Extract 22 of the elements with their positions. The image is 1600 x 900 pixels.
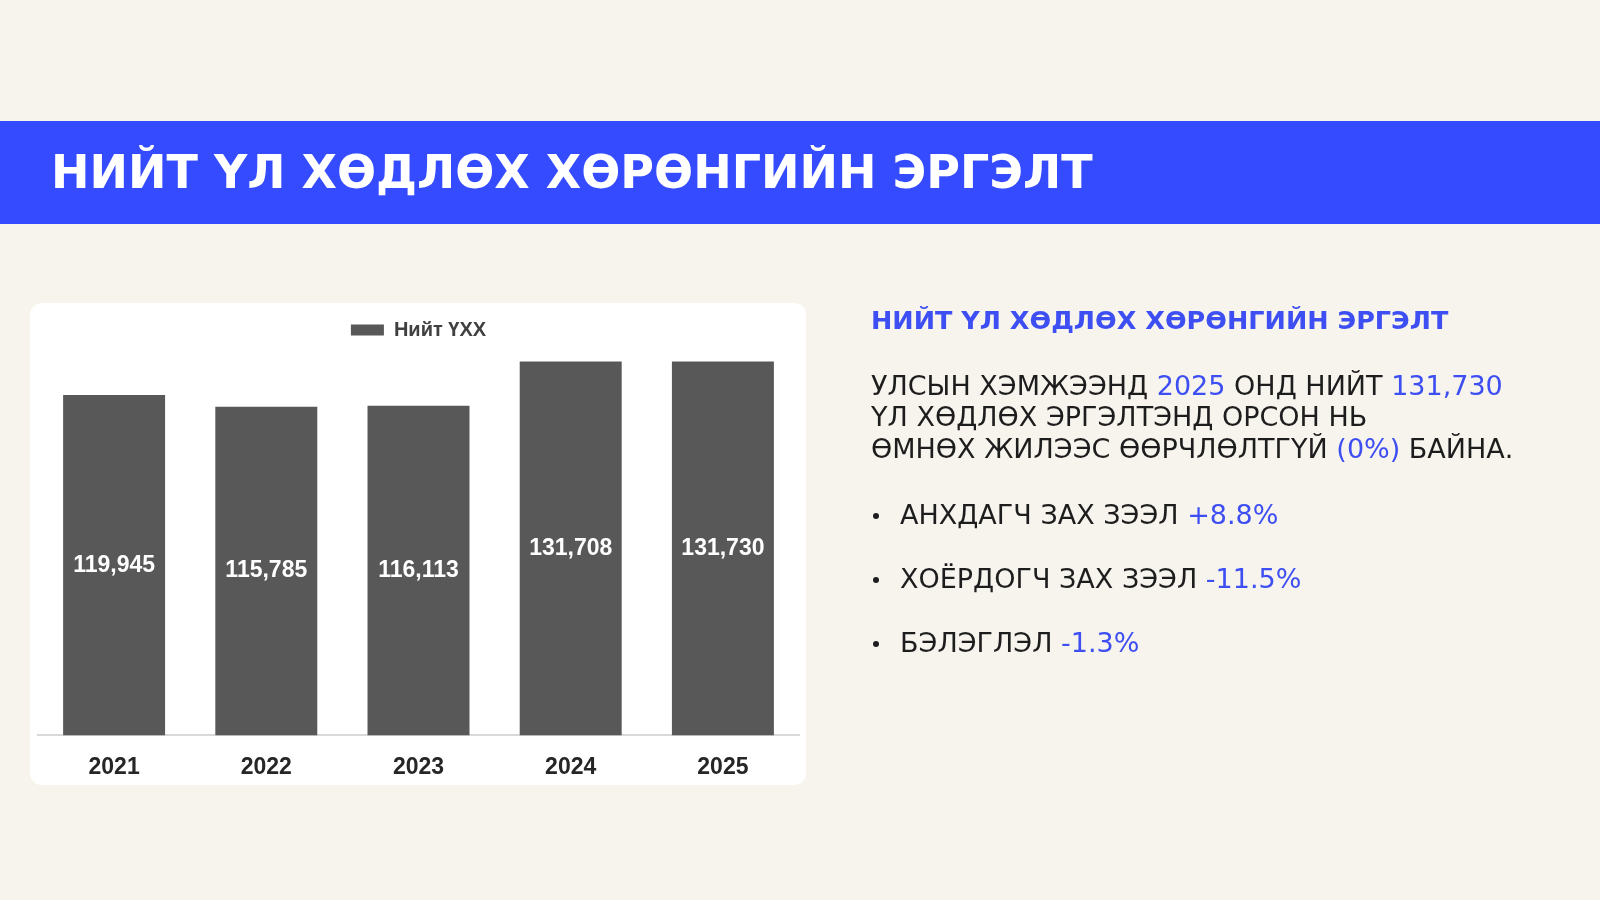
legend-label: Нийт ҮХХ <box>393 317 487 340</box>
text: БЭЛЭГЛЭЛ -1.3% <box>900 626 1140 658</box>
x-tick-label: 2024 <box>545 752 597 779</box>
bar <box>671 361 774 736</box>
data-label: 119,945 <box>73 550 156 577</box>
text: АНХДАГЧ ЗАХ ЗЭЭЛ +8.8% <box>900 498 1279 530</box>
x-tick-label: 2023 <box>392 752 445 779</box>
text: НИЙТ ҮЛ ХӨДЛӨХ ХӨРӨНГИЙН ЭРГЭЛТ <box>871 305 1450 337</box>
bar <box>519 361 622 736</box>
text: ХОЁРДОГЧ ЗАХ ЗЭЭЛ -11.5% <box>900 562 1302 594</box>
chart-title: НИЙТ ҮЛ ХӨДЛӨХ ХӨРӨНГИЙН ЭРГЭЛТ <box>51 144 1093 201</box>
data-label: 131,730 <box>681 533 765 560</box>
data-label: 116,113 <box>378 555 459 582</box>
bar <box>367 405 470 736</box>
bar <box>63 394 166 736</box>
text: УЛСЫН ХЭМЖЭЭНД 2025 ОНД НИЙТ 131,730 ҮЛ ХӨДЛӨХ ЭРГЭЛТЭНД ОРСОН НЬ ӨМНӨХ ЖИЛЭЭС ӨӨРЧЛӨЛТГҮЙ (0%) БАЙНА. <box>871 370 1514 464</box>
data-label: 115,785 <box>225 556 308 583</box>
x-tick-label: 2021 <box>88 752 140 779</box>
x-tick-label: 2025 <box>697 752 749 779</box>
bar <box>215 406 318 736</box>
x-tick-label: 2022 <box>240 752 292 779</box>
data-label: 131,708 <box>529 533 613 560</box>
